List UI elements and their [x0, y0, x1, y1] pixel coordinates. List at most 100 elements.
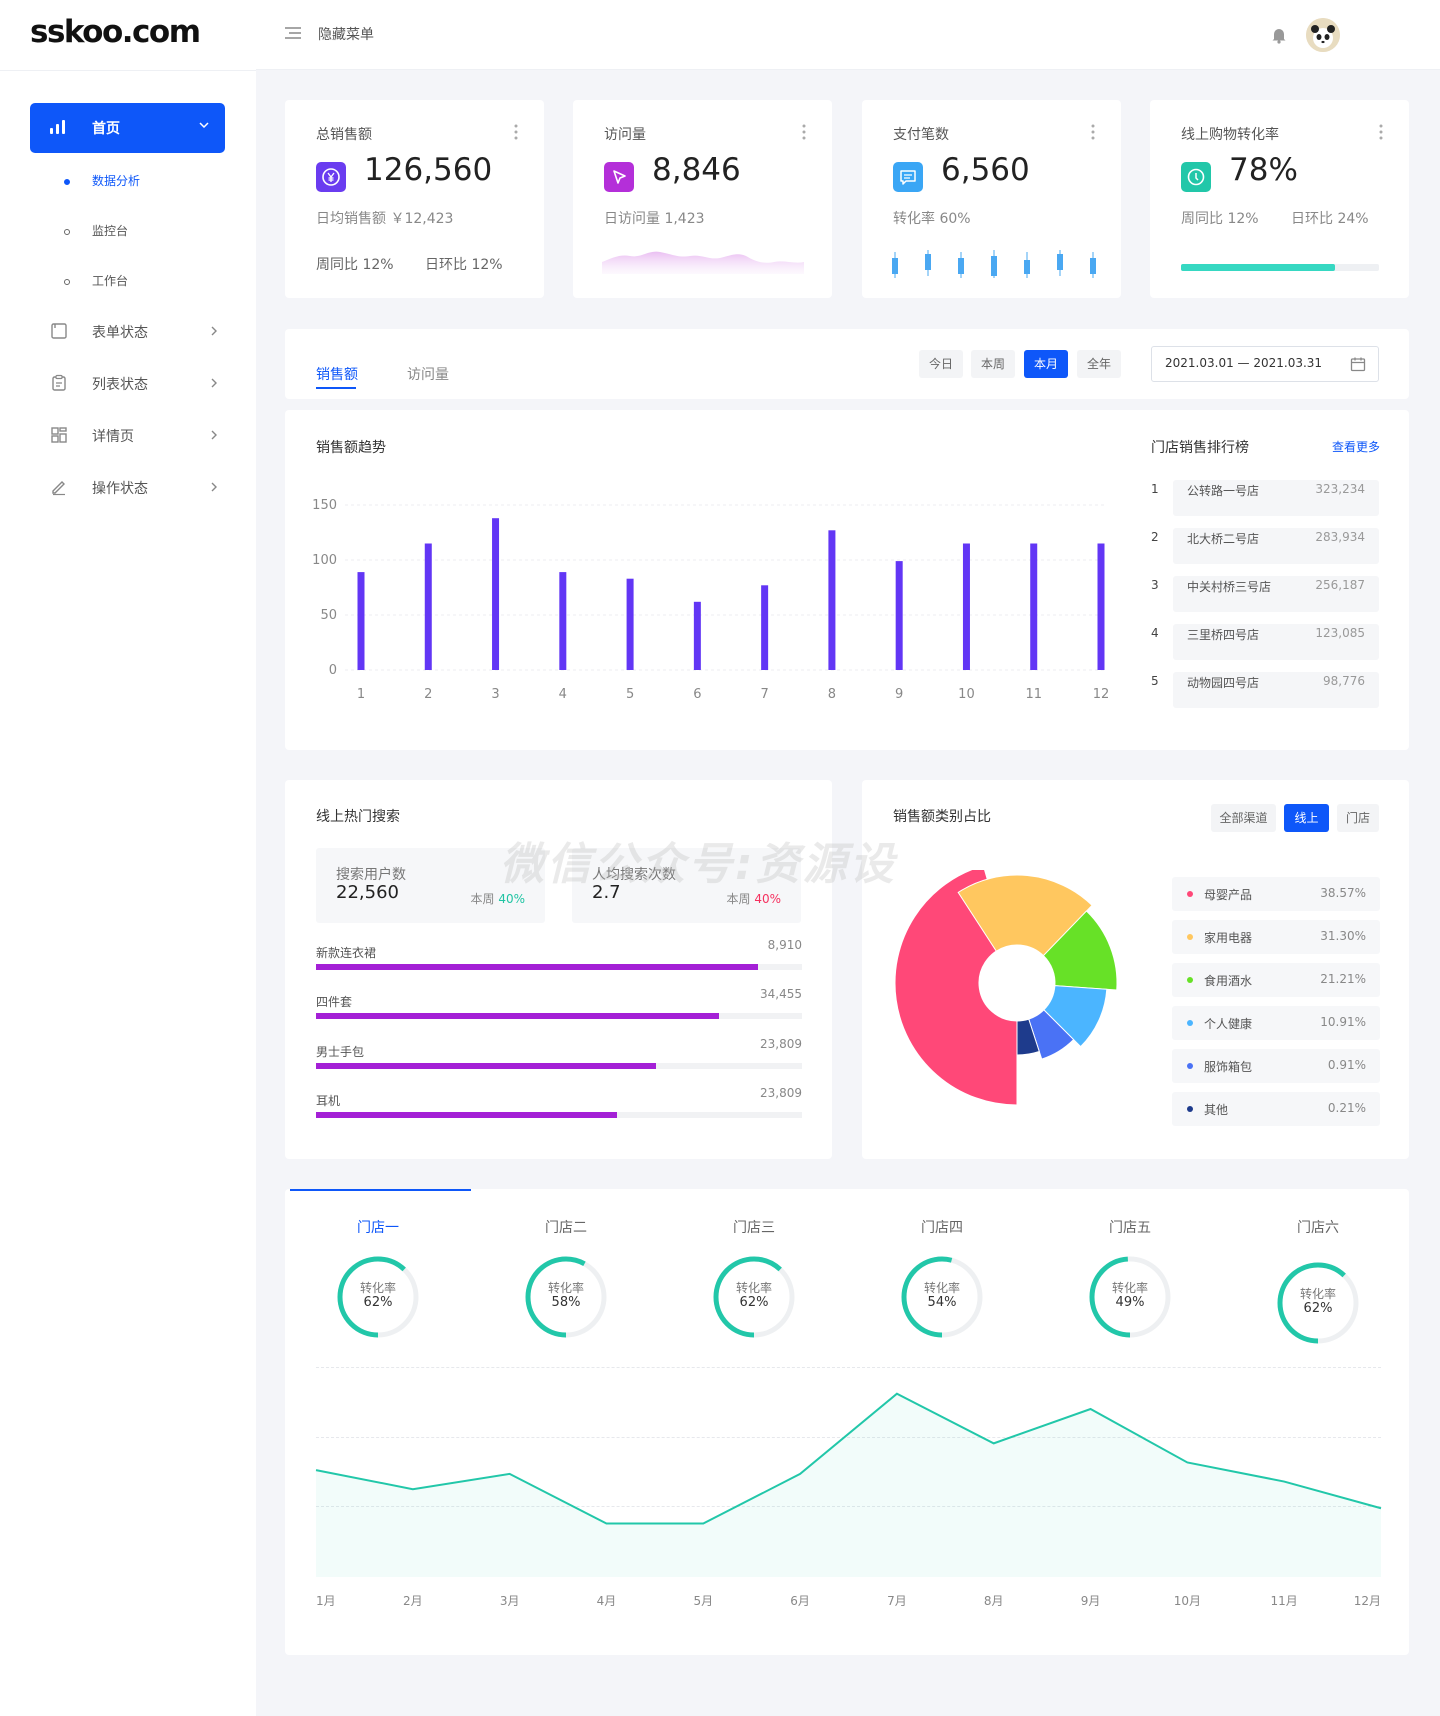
keyword-name: 男士手包 [316, 1045, 365, 1059]
store-tab[interactable]: 门店五 [1109, 1220, 1151, 1236]
store-tab[interactable]: 门店四 [921, 1220, 963, 1236]
keyword-row[interactable]: 男士手包 23,809 [316, 1037, 802, 1083]
stat-value: 22,560 [336, 882, 399, 903]
hot-search-card: 线上热门搜索 搜索用户数 22,560 本周 40% 人均搜索次数 2.7 本周… [285, 780, 832, 1159]
legend-label: 其他 [1204, 1103, 1229, 1117]
rank-store-value: 123,085 [1315, 626, 1365, 640]
channel-online-button[interactable]: 线上 [1284, 804, 1329, 832]
nav-home[interactable]: 首页 [30, 103, 225, 153]
date-range-picker[interactable]: 2021.03.01 — 2021.03.31 [1151, 346, 1379, 382]
keyword-value: 8,910 [767, 938, 802, 952]
bar [492, 518, 500, 670]
x-tick-label: 5月 [693, 1594, 713, 1608]
bar [962, 543, 970, 670]
store-tab[interactable]: 门店六 [1297, 1220, 1339, 1236]
range-week-button[interactable]: 本周 [971, 350, 1015, 378]
kpi-card-visits: 访问量 8,846 日访问量 1,423 [573, 100, 832, 298]
legend-row[interactable]: 家用电器 31.30% [1172, 920, 1380, 954]
rank-row[interactable]: 1 公转路一号店 323,234 [1151, 480, 1379, 520]
tab-underline [316, 387, 356, 389]
ring-svg [337, 1256, 419, 1338]
chevron-down-icon [197, 118, 211, 136]
kpi-title: 总销售额 [316, 127, 372, 143]
legend-percent: 10.91% [1320, 1015, 1366, 1029]
payments-candlestick [892, 250, 1096, 278]
menu-toggle-label[interactable]: 隐藏菜单 [318, 27, 374, 43]
legend-row[interactable]: 食用酒水 21.21% [1172, 963, 1380, 997]
rank-number: 1 [1151, 482, 1159, 496]
rank-row-bg [1173, 576, 1379, 612]
ring-svg [1277, 1262, 1359, 1344]
bar [828, 530, 836, 670]
rank-store-value: 323,234 [1315, 482, 1365, 496]
kpi-sub: 日均销售额 ￥12,423 [316, 211, 454, 227]
keyword-value: 34,455 [760, 987, 802, 1001]
sidebar-item-detail-page[interactable]: 详情页 [50, 424, 220, 448]
more-vertical-icon[interactable] [1091, 124, 1095, 144]
area-fill [316, 1393, 1381, 1577]
y-tick-label: 50 [320, 608, 337, 623]
rank-number: 4 [1151, 626, 1159, 640]
rank-row[interactable]: 3 中关村桥三号店 256,187 [1151, 576, 1379, 616]
rose-slice [1042, 910, 1118, 991]
range-year-button[interactable]: 全年 [1077, 350, 1121, 378]
legend-row[interactable]: 个人健康 10.91% [1172, 1006, 1380, 1040]
range-month-button[interactable]: 本月 [1024, 350, 1068, 378]
more-vertical-icon[interactable] [514, 124, 518, 144]
bar [693, 601, 701, 670]
rank-row-bg [1173, 480, 1379, 516]
store-tab[interactable]: 门店二 [545, 1220, 587, 1236]
tab-sales[interactable]: 销售额 [316, 367, 358, 383]
keyword-name: 耳机 [316, 1094, 341, 1108]
date-range-text: 2021.03.01 — 2021.03.31 [1165, 356, 1323, 370]
legend-row[interactable]: 母婴产品 38.57% [1172, 877, 1380, 911]
store-tab[interactable]: 门店三 [733, 1220, 775, 1236]
stat-week-value: 40% [754, 892, 781, 906]
sidebar-item-operation-status[interactable]: 操作状态 [50, 476, 220, 500]
keyword-row[interactable]: 四件套 34,455 [316, 987, 802, 1033]
logo[interactable]: sskoo.com [30, 14, 201, 50]
x-tick-label: 10 [958, 687, 975, 702]
legend-row[interactable]: 其他 0.21% [1172, 1092, 1380, 1126]
nav-home-label: 首页 [92, 121, 120, 137]
range-today-button[interactable]: 今日 [919, 350, 963, 378]
stat-week-value: 40% [498, 892, 525, 906]
keyword-bar [316, 964, 759, 970]
ring-label: 转化率 [547, 1281, 584, 1295]
keyword-row[interactable]: 耳机 23,809 [316, 1086, 802, 1132]
sidebar-subitem-label: 数据分析 [92, 174, 141, 188]
rank-row[interactable]: 2 北大桥二号店 283,934 [1151, 528, 1379, 568]
tab-visits[interactable]: 访问量 [407, 367, 449, 383]
channel-store-button[interactable]: 门店 [1337, 804, 1379, 832]
channel-all-button[interactable]: 全部渠道 [1211, 804, 1276, 832]
more-vertical-icon[interactable] [1379, 124, 1383, 144]
view-more-link[interactable]: 查看更多 [1332, 440, 1381, 454]
x-tick-label: 12月 [1354, 1594, 1381, 1608]
legend-percent: 31.30% [1320, 929, 1366, 943]
rose-slice [1043, 985, 1108, 1048]
rank-row[interactable]: 4 三里桥四号店 123,085 [1151, 624, 1379, 664]
keyword-row[interactable]: 新款连衣裙 8,910 [316, 938, 802, 984]
x-tick-label: 12 [1093, 687, 1110, 702]
rank-store-value: 283,934 [1315, 530, 1365, 544]
ring-label: 转化率 [1299, 1287, 1336, 1301]
menu-icon[interactable] [284, 26, 302, 44]
sidebar-item-form-status[interactable]: 表单状态 [50, 320, 220, 344]
more-vertical-icon[interactable] [802, 124, 806, 144]
sidebar-item-list-status[interactable]: 列表状态 [50, 372, 220, 396]
avatar[interactable] [1306, 18, 1340, 52]
rank-store-name: 三里桥四号店 [1187, 628, 1260, 642]
store-tab[interactable]: 门店一 [357, 1220, 399, 1236]
conversion-ring: 转化率 49% [1084, 1251, 1176, 1343]
legend-label: 母婴产品 [1204, 888, 1253, 902]
bell-icon[interactable] [1270, 26, 1288, 48]
bar [761, 585, 769, 670]
rank-row[interactable]: 5 动物园四号店 98,776 [1151, 672, 1379, 712]
rank-number: 5 [1151, 674, 1159, 688]
category-rose-chart [894, 870, 1118, 1106]
legend-row[interactable]: 服饰箱包 0.91% [1172, 1049, 1380, 1083]
x-tick-label: 4 [559, 687, 567, 702]
kpi-mom: 日环比 12% [425, 257, 503, 273]
sidebar-item-label: 操作状态 [92, 481, 148, 497]
category-share-title: 销售额类别占比 [893, 809, 991, 825]
